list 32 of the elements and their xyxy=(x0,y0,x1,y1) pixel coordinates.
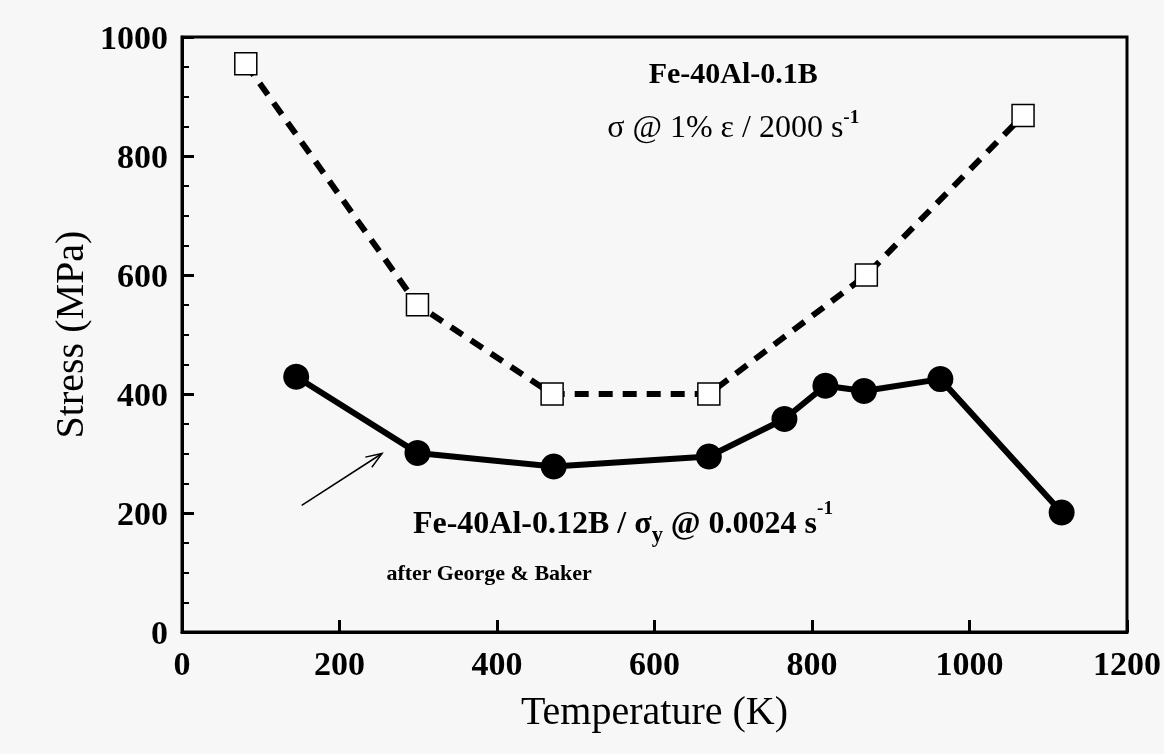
point xyxy=(234,52,258,76)
x-tick-label: 400 xyxy=(471,644,523,682)
y-tick-label: 600 xyxy=(117,256,168,294)
point xyxy=(404,439,431,466)
point xyxy=(1011,103,1035,128)
point xyxy=(812,372,839,399)
point xyxy=(405,293,430,317)
y-tick-label: 1000 xyxy=(100,18,168,56)
point xyxy=(540,382,564,406)
x-tick-label: 0 xyxy=(173,644,191,682)
point xyxy=(927,366,954,393)
x-tick-label: 1200 xyxy=(1093,644,1161,682)
x-tick-label: 200 xyxy=(314,644,365,682)
x-tick-label: 600 xyxy=(629,644,680,682)
y-axis-title: Stress (MPa) xyxy=(46,230,92,439)
x-tick-label: 1000 xyxy=(935,644,1004,682)
point xyxy=(854,263,879,287)
y-tick-label: 200 xyxy=(117,494,168,532)
point xyxy=(540,453,567,480)
x-tick-label: 800 xyxy=(786,644,838,682)
point xyxy=(695,443,722,470)
annotation: after George & Baker xyxy=(386,560,593,585)
point xyxy=(283,363,310,390)
point xyxy=(1048,499,1075,526)
point xyxy=(697,382,721,406)
y-tick-label: 0 xyxy=(151,613,168,651)
annotation: Fe-40Al-0.1B xyxy=(648,56,818,90)
point xyxy=(771,406,798,432)
y-tick-label: 400 xyxy=(117,375,168,413)
y-tick-label: 800 xyxy=(117,137,168,175)
point xyxy=(851,378,877,405)
x-axis-title: Temperature (K) xyxy=(520,687,789,733)
